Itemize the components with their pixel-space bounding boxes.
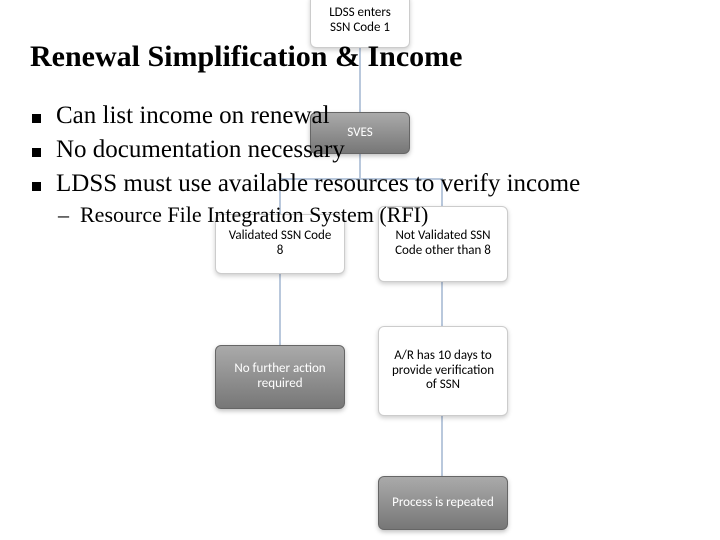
bullet-text: LDSS must use available resources to ver… <box>56 170 580 197</box>
bullet-list: Can list income on renewal No documentati… <box>30 102 690 228</box>
bullet-item: LDSS must use available resources to ver… <box>30 170 690 228</box>
sub-list: Resource File Integration System (RFI) <box>56 202 690 228</box>
sub-item: Resource File Integration System (RFI) <box>56 202 690 228</box>
slide-content: Renewal Simplification & Income Can list… <box>0 0 720 540</box>
bullet-text: Can list income on renewal <box>56 102 330 129</box>
bullet-text: No documentation necessary <box>56 136 345 163</box>
bullet-item: Can list income on renewal <box>30 102 690 130</box>
page-title: Renewal Simplification & Income <box>30 40 690 74</box>
bullet-item: No documentation necessary <box>30 136 690 164</box>
